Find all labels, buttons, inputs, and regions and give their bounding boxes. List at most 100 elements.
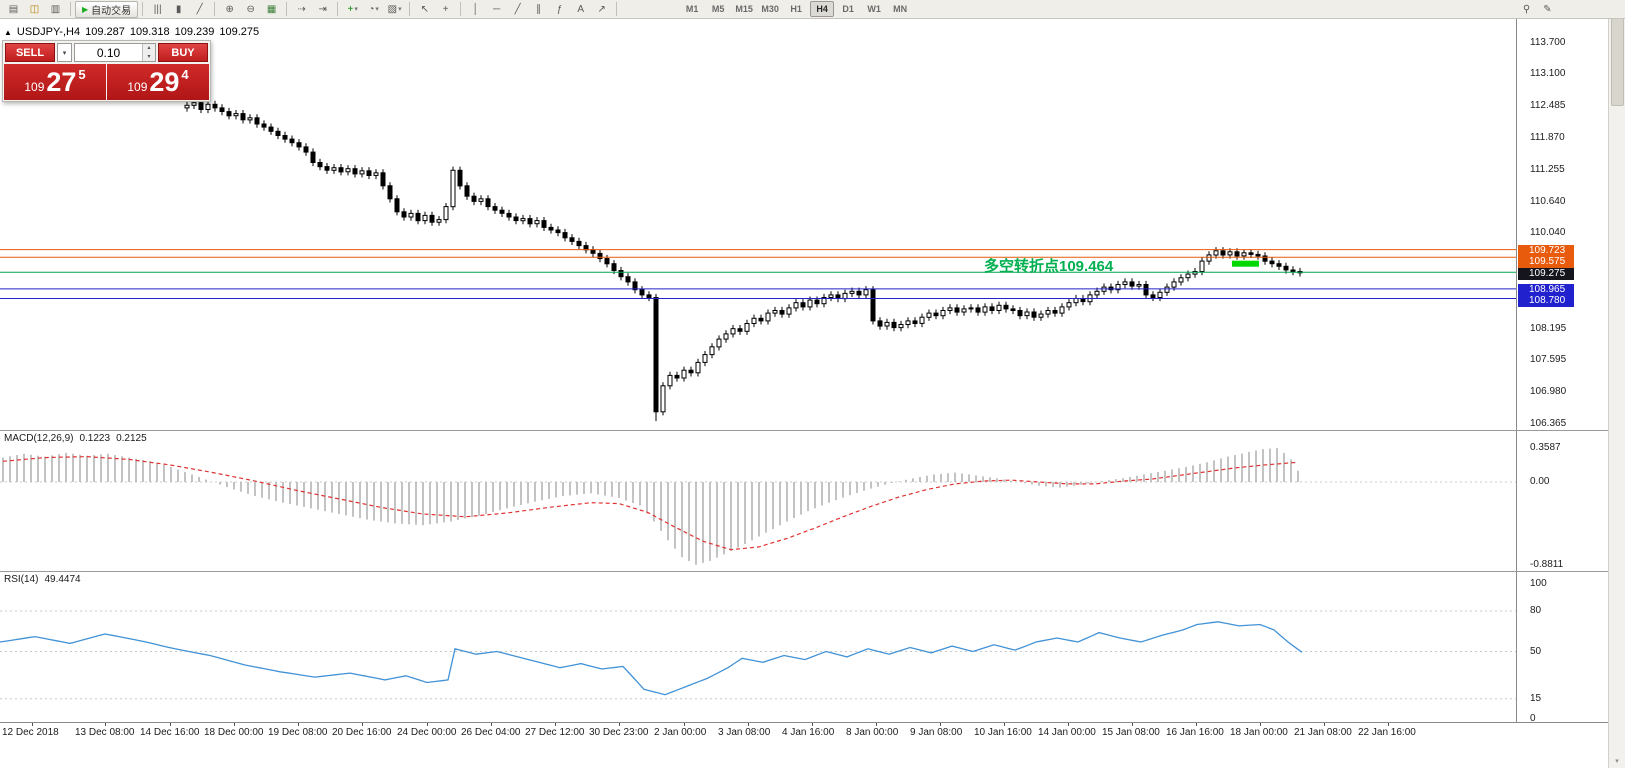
candle-body bbox=[1024, 311, 1030, 317]
candle-body bbox=[1178, 277, 1184, 283]
new-order-icon[interactable]: ◫ bbox=[29, 3, 40, 15]
candle-body bbox=[912, 320, 918, 324]
symbol-period-label: USDJPY-,H4 bbox=[16, 26, 81, 38]
add-indicator-icon[interactable]: + ▾ bbox=[347, 3, 358, 15]
timeframe-m15[interactable]: M15 bbox=[735, 4, 753, 14]
buy-button[interactable]: BUY bbox=[158, 43, 208, 62]
trade-panel-prices: 109 27 5 109 29 4 bbox=[3, 64, 210, 101]
time-tick bbox=[105, 723, 106, 726]
zoom-in-icon[interactable]: ⊕ bbox=[225, 3, 234, 15]
timeframe-h4[interactable]: H4 bbox=[810, 1, 835, 17]
price-badge: 109.723 bbox=[1518, 245, 1574, 257]
timeframe-d1[interactable]: D1 bbox=[842, 4, 854, 14]
zoom-out-icon[interactable]: ⊖ bbox=[246, 3, 255, 15]
toolbar-group: + ▾ ◔ ▾ ▧ ▾ bbox=[342, 1, 405, 18]
candle-body bbox=[1045, 310, 1051, 315]
one-click-trading-panel: SELL ▾ ▴ ▾ BUY 109 27 5 109 29 4 bbox=[2, 40, 211, 102]
timeframe-m1[interactable]: M1 bbox=[685, 4, 699, 14]
candle-body bbox=[233, 113, 239, 117]
time-axis[interactable]: 12 Dec 2018 13 Dec 08:00 14 Dec 16:00 18 De… bbox=[0, 722, 1608, 742]
arrow-tool-icon[interactable]: ↗ bbox=[597, 3, 606, 15]
rsi-line bbox=[0, 621, 1303, 696]
candle-body bbox=[877, 320, 883, 327]
candle-body bbox=[282, 135, 288, 140]
buy-price-button[interactable]: 109 29 4 bbox=[107, 64, 209, 100]
chart-window-icon[interactable]: ▤ bbox=[8, 3, 19, 15]
candle-body bbox=[1234, 251, 1240, 257]
candle-body bbox=[1171, 281, 1177, 288]
volume-down-icon[interactable]: ▾ bbox=[143, 52, 155, 61]
auto-scroll-icon[interactable]: ⇢ bbox=[297, 3, 306, 15]
candle-body bbox=[1164, 286, 1170, 293]
rsi-pane-separator[interactable] bbox=[0, 571, 1608, 572]
candle-body bbox=[1220, 250, 1226, 256]
periods-icon[interactable]: ◔ ▾ bbox=[368, 3, 379, 15]
candle-body bbox=[807, 299, 813, 308]
candle-body bbox=[1276, 263, 1282, 267]
price-badge: 108.965 bbox=[1518, 284, 1574, 296]
candle-body bbox=[1283, 265, 1289, 271]
vertical-line-icon[interactable]: │ bbox=[472, 3, 479, 15]
candle-body bbox=[1038, 313, 1044, 318]
candle-body bbox=[1094, 290, 1100, 296]
edit-icon[interactable]: ✎ bbox=[1543, 3, 1552, 15]
sell-price-button[interactable]: 109 27 5 bbox=[4, 64, 106, 100]
candle-body bbox=[674, 374, 680, 379]
macd-signal-line bbox=[2, 455, 1299, 551]
channel-icon[interactable]: ∥ bbox=[536, 3, 542, 15]
bar-chart-icon[interactable]: ||| bbox=[153, 3, 162, 15]
candle-body bbox=[940, 310, 946, 317]
volume-up-icon[interactable]: ▴ bbox=[143, 44, 155, 53]
chart-canvas[interactable] bbox=[0, 0, 1516, 742]
trendline-icon[interactable]: ╱ bbox=[514, 3, 521, 15]
price-axis[interactable]: 113.700 113.100 112.485 111.870 111.255 110.6… bbox=[1516, 18, 1608, 740]
time-tick bbox=[876, 723, 877, 726]
time-axis-label: 19 Dec 08:00 bbox=[268, 727, 328, 738]
autotrading-button[interactable]: ▶ 自动交易 bbox=[75, 0, 139, 18]
toolbar-separator bbox=[460, 2, 462, 16]
scrollbar-thumb[interactable] bbox=[1610, 18, 1624, 106]
timeframe-h1[interactable]: H1 bbox=[790, 4, 802, 14]
pivot-level-segment[interactable] bbox=[1232, 260, 1259, 267]
candle-body bbox=[828, 294, 834, 298]
time-tick bbox=[491, 723, 492, 726]
chart-shift-icon[interactable]: ⇥ bbox=[318, 3, 327, 15]
macd-pane-separator[interactable] bbox=[0, 430, 1608, 431]
sell-button[interactable]: SELL bbox=[5, 43, 55, 62]
timeframe-m5[interactable]: M5 bbox=[711, 4, 725, 14]
candle-body bbox=[191, 102, 197, 106]
trade-panel-controls: SELL ▾ ▴ ▾ BUY bbox=[3, 41, 210, 64]
search-icon[interactable]: ⚲ bbox=[1522, 3, 1531, 15]
sell-price-big: 27 bbox=[46, 67, 77, 97]
navigator-icon[interactable]: ▥ bbox=[50, 3, 61, 15]
pivot-annotation-text[interactable]: 多空转折点109.464 bbox=[984, 258, 1114, 275]
tile-windows-icon[interactable]: ▦ bbox=[266, 3, 277, 15]
crosshair-icon[interactable]: + bbox=[442, 3, 449, 15]
time-tick bbox=[812, 723, 813, 726]
vertical-scrollbar[interactable]: ▴ ▾ bbox=[1608, 0, 1625, 768]
order-type-dropdown[interactable]: ▾ bbox=[57, 43, 72, 62]
timeframe-w1[interactable]: W1 bbox=[867, 4, 881, 14]
text-icon[interactable]: A bbox=[577, 3, 584, 15]
candle-body bbox=[576, 240, 582, 247]
time-axis-label: 18 Dec 00:00 bbox=[204, 727, 264, 738]
candle-body bbox=[779, 310, 785, 315]
timeframe-mn[interactable]: MN bbox=[893, 4, 908, 14]
horizontal-line-icon[interactable]: ─ bbox=[493, 3, 501, 15]
candle-body bbox=[527, 218, 533, 225]
candle-body bbox=[303, 146, 309, 153]
candle-body bbox=[464, 185, 470, 197]
line-chart-icon[interactable]: ╱ bbox=[196, 3, 203, 15]
candle-body bbox=[478, 198, 484, 202]
volume-input[interactable] bbox=[75, 44, 142, 61]
cursor-icon[interactable]: ↖ bbox=[420, 3, 429, 15]
fibonacci-icon[interactable]: ƒ bbox=[556, 3, 563, 15]
templates-icon[interactable]: ▧ ▾ bbox=[387, 3, 402, 15]
time-axis-label: 9 Jan 08:00 bbox=[910, 727, 963, 738]
collapse-panel-icon[interactable]: ▲ bbox=[4, 27, 12, 37]
scroll-down-icon[interactable]: ▾ bbox=[1615, 758, 1619, 765]
candle-body bbox=[1241, 252, 1247, 257]
candlestick-chart-icon[interactable]: ▮ bbox=[175, 3, 182, 15]
timeframe-m30[interactable]: M30 bbox=[761, 4, 779, 14]
